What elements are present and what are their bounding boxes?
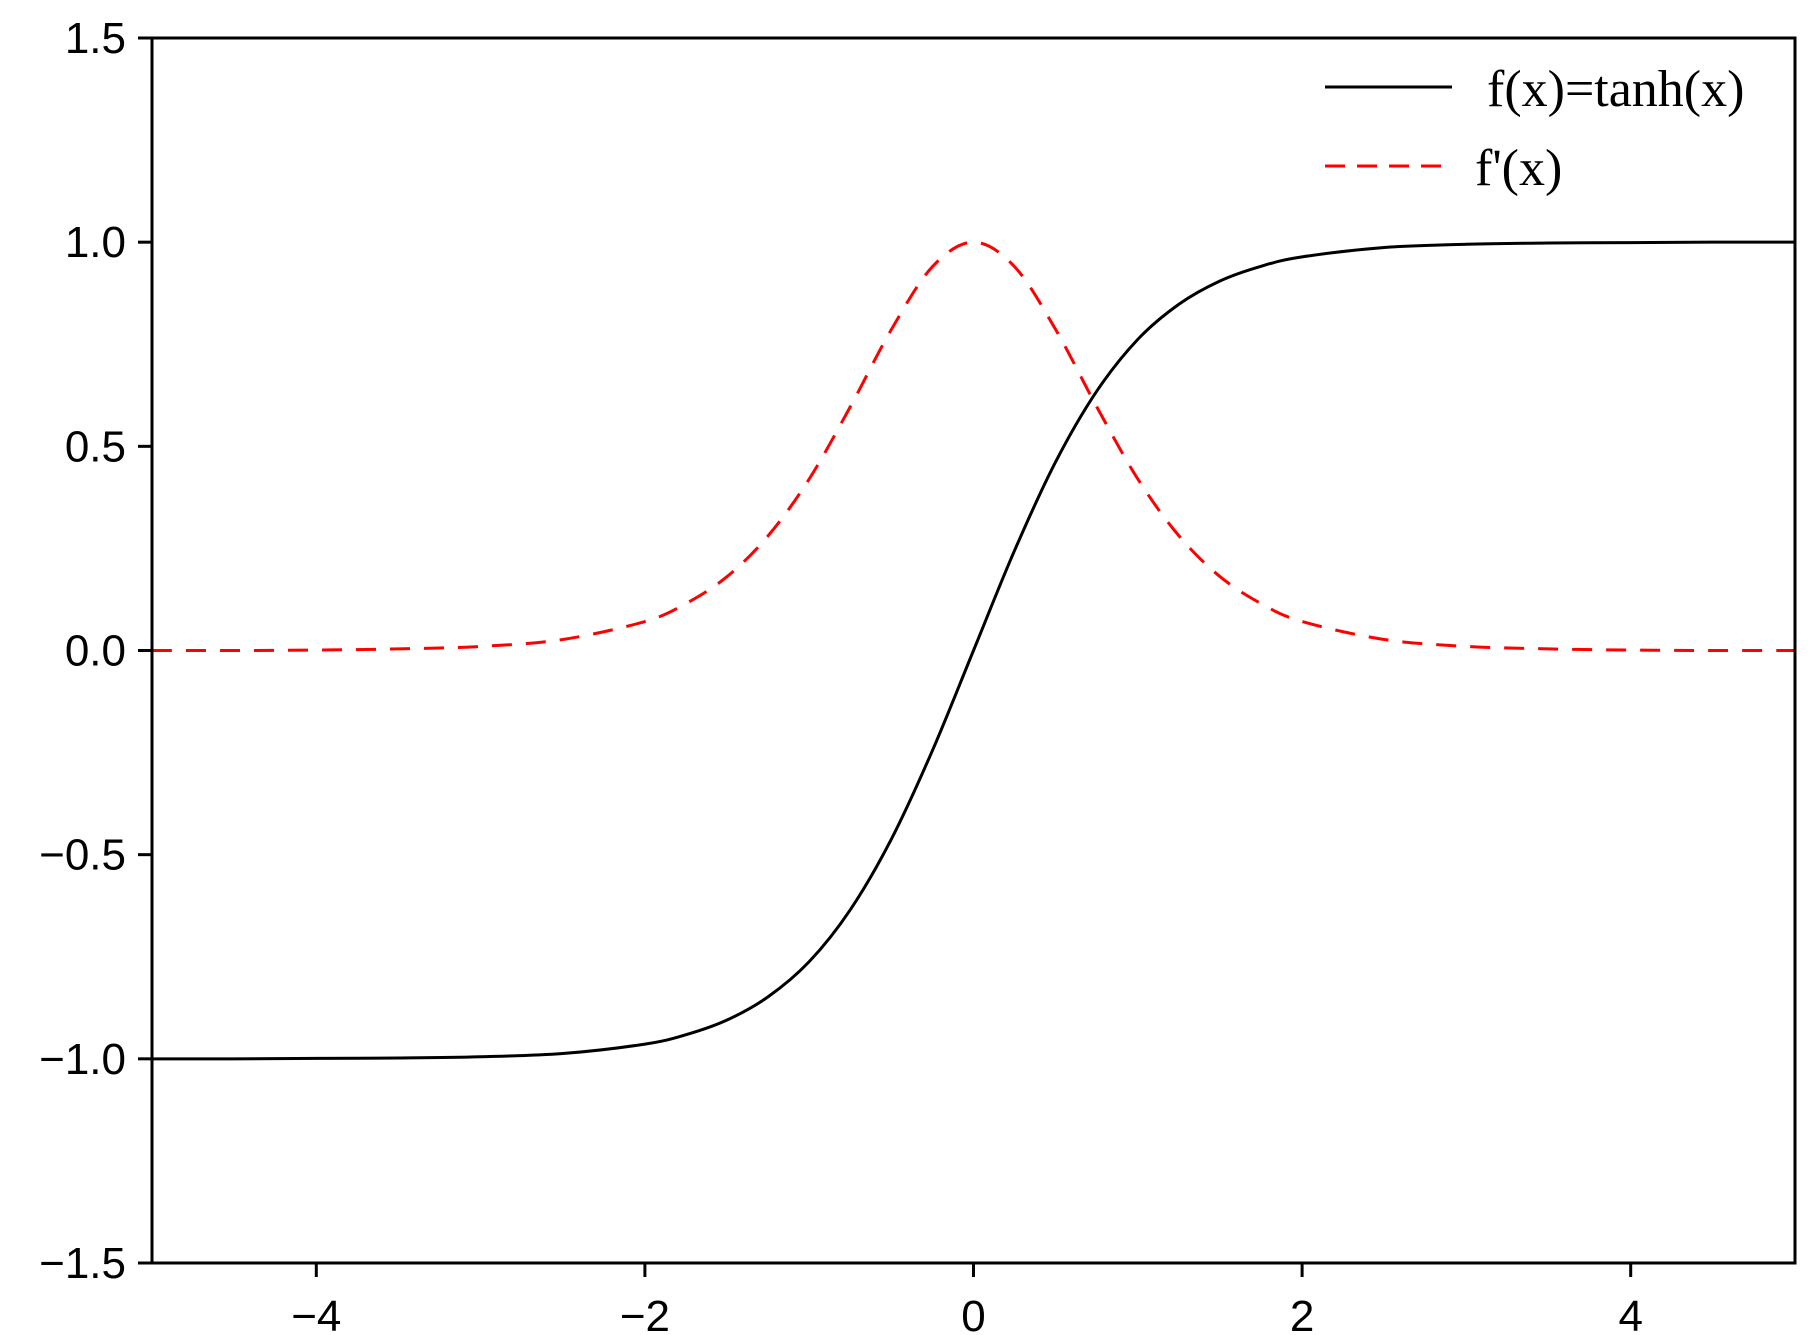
axis-tick-labels: −4 −2 0 2 4 −1.5 −1.0 −0.5 0.0 0.5 1.0 1.5 bbox=[39, 14, 1643, 1335]
y-tick-label: 1.5 bbox=[65, 14, 126, 63]
x-tick-label: 4 bbox=[1618, 1292, 1642, 1335]
series-line-0 bbox=[151, 240, 1796, 1061]
y-tick-label: −0.5 bbox=[39, 831, 126, 880]
x-tick-label: −4 bbox=[291, 1292, 341, 1335]
legend-label-tanh: f(x)=tanh(x) bbox=[1487, 61, 1744, 118]
y-tick-label: −1.5 bbox=[39, 1239, 126, 1288]
y-tick-label: 0.0 bbox=[65, 627, 126, 676]
x-tick-label: −2 bbox=[620, 1292, 670, 1335]
x-tick-label: 0 bbox=[961, 1292, 985, 1335]
axis-ticks bbox=[138, 36, 1633, 1277]
y-tick-label: −1.0 bbox=[39, 1035, 126, 1084]
y-tick-label: 1.0 bbox=[65, 218, 126, 267]
y-tick-label: 0.5 bbox=[65, 422, 126, 471]
series-line-1 bbox=[151, 240, 1796, 653]
x-tick-label: 2 bbox=[1290, 1292, 1314, 1335]
legend-label-derivative: f'(x) bbox=[1475, 140, 1562, 197]
plot-lines bbox=[151, 240, 1796, 1061]
legend: f(x)=tanh(x) f'(x) bbox=[1325, 61, 1744, 197]
